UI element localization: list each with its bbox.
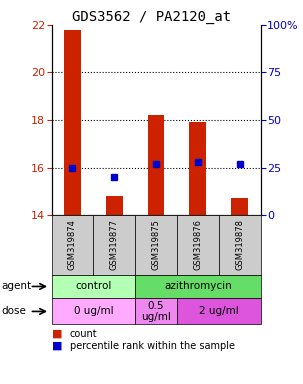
Text: agent: agent <box>2 281 32 291</box>
Text: 0 ug/ml: 0 ug/ml <box>74 306 113 316</box>
Text: dose: dose <box>2 306 26 316</box>
Bar <box>148 115 165 215</box>
Bar <box>106 196 123 215</box>
Text: 2 ug/ml: 2 ug/ml <box>199 306 239 316</box>
Text: count: count <box>70 329 97 339</box>
Bar <box>231 199 248 215</box>
Text: GSM319878: GSM319878 <box>235 219 244 270</box>
Text: GSM319875: GSM319875 <box>152 219 161 270</box>
Text: percentile rank within the sample: percentile rank within the sample <box>70 341 235 351</box>
Bar <box>64 30 81 215</box>
Text: GSM319876: GSM319876 <box>193 219 202 270</box>
Text: GSM319874: GSM319874 <box>68 219 77 270</box>
Text: control: control <box>75 281 112 291</box>
Text: ■: ■ <box>52 341 62 351</box>
Text: GDS3562 / PA2120_at: GDS3562 / PA2120_at <box>72 10 231 23</box>
Bar <box>189 122 206 215</box>
Text: GSM319877: GSM319877 <box>110 219 119 270</box>
Text: 0.5
ug/ml: 0.5 ug/ml <box>141 301 171 322</box>
Text: ■: ■ <box>52 329 62 339</box>
Text: azithromycin: azithromycin <box>164 281 232 291</box>
